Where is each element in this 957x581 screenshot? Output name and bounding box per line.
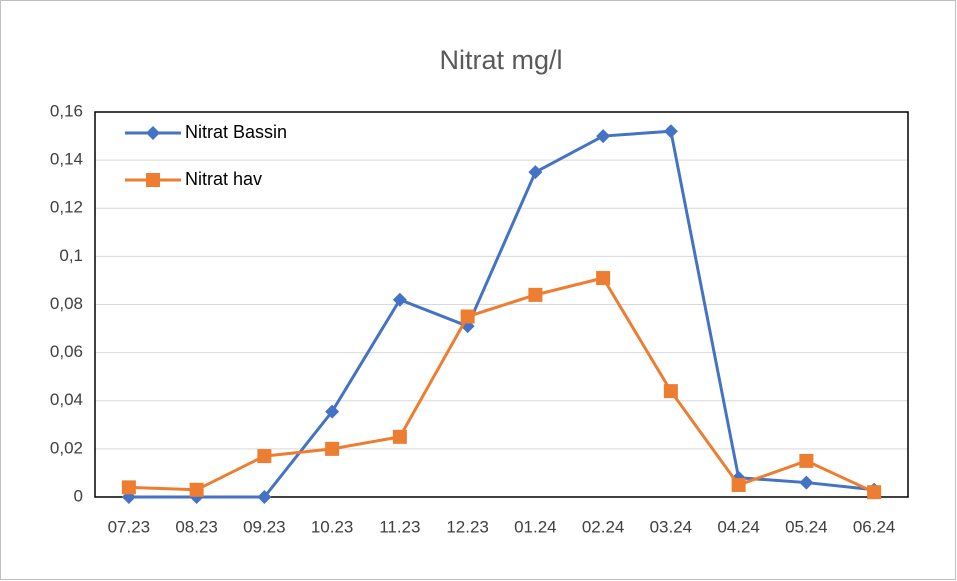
y-tick-label: 0,04 — [50, 390, 83, 409]
series-line — [128, 129, 875, 499]
y-tick-label: 0 — [74, 486, 83, 505]
y-tick-label: 0,14 — [50, 150, 83, 169]
data-point — [460, 309, 475, 324]
y-tick-label: 0,06 — [50, 342, 83, 361]
legend-label: Nitrat hav — [185, 169, 262, 189]
x-tick-label: 08.23 — [175, 517, 218, 536]
data-point — [596, 271, 611, 286]
x-tick-label: 02.24 — [582, 517, 625, 536]
x-tick-label: 12.23 — [446, 517, 489, 536]
data-point — [325, 404, 340, 419]
data-point — [392, 429, 407, 444]
data-point — [257, 490, 272, 504]
data-point — [799, 453, 814, 468]
x-tick-label: 03.24 — [650, 517, 693, 536]
data-point — [663, 384, 678, 399]
data-point — [799, 475, 814, 490]
x-tick-label: 11.23 — [379, 517, 420, 536]
x-tick-label: 04.24 — [717, 517, 760, 536]
data-point — [596, 129, 611, 144]
legend-marker — [146, 173, 160, 187]
y-tick-label: 0,08 — [50, 294, 83, 313]
data-point — [189, 482, 204, 497]
data-point — [121, 480, 136, 495]
data-point — [325, 441, 340, 456]
data-point — [663, 124, 678, 139]
y-tick-label: 0,12 — [50, 198, 83, 217]
legend-marker — [146, 126, 160, 140]
y-tick-label: 0,02 — [50, 438, 83, 457]
y-tick-label: 0,16 — [50, 101, 83, 120]
legend-label: Nitrat Bassin — [185, 122, 287, 142]
plot-frame — [94, 111, 909, 498]
chart-title: Nitrat mg/l — [439, 45, 562, 75]
x-tick-label: 07.23 — [108, 517, 151, 536]
x-tick-label: 10.23 — [311, 517, 354, 536]
data-point — [731, 477, 746, 492]
data-point — [257, 449, 272, 464]
data-point — [528, 287, 543, 302]
x-tick-label: 09.23 — [243, 517, 286, 536]
series-line — [128, 276, 875, 494]
data-point — [392, 292, 407, 307]
x-tick-label: 01.24 — [514, 517, 557, 536]
data-point — [867, 485, 882, 500]
x-tick-label: 06.24 — [853, 517, 896, 536]
x-tick-label: 05.24 — [785, 517, 828, 536]
data-point — [528, 165, 543, 180]
y-tick-label: 0,1 — [59, 246, 83, 265]
